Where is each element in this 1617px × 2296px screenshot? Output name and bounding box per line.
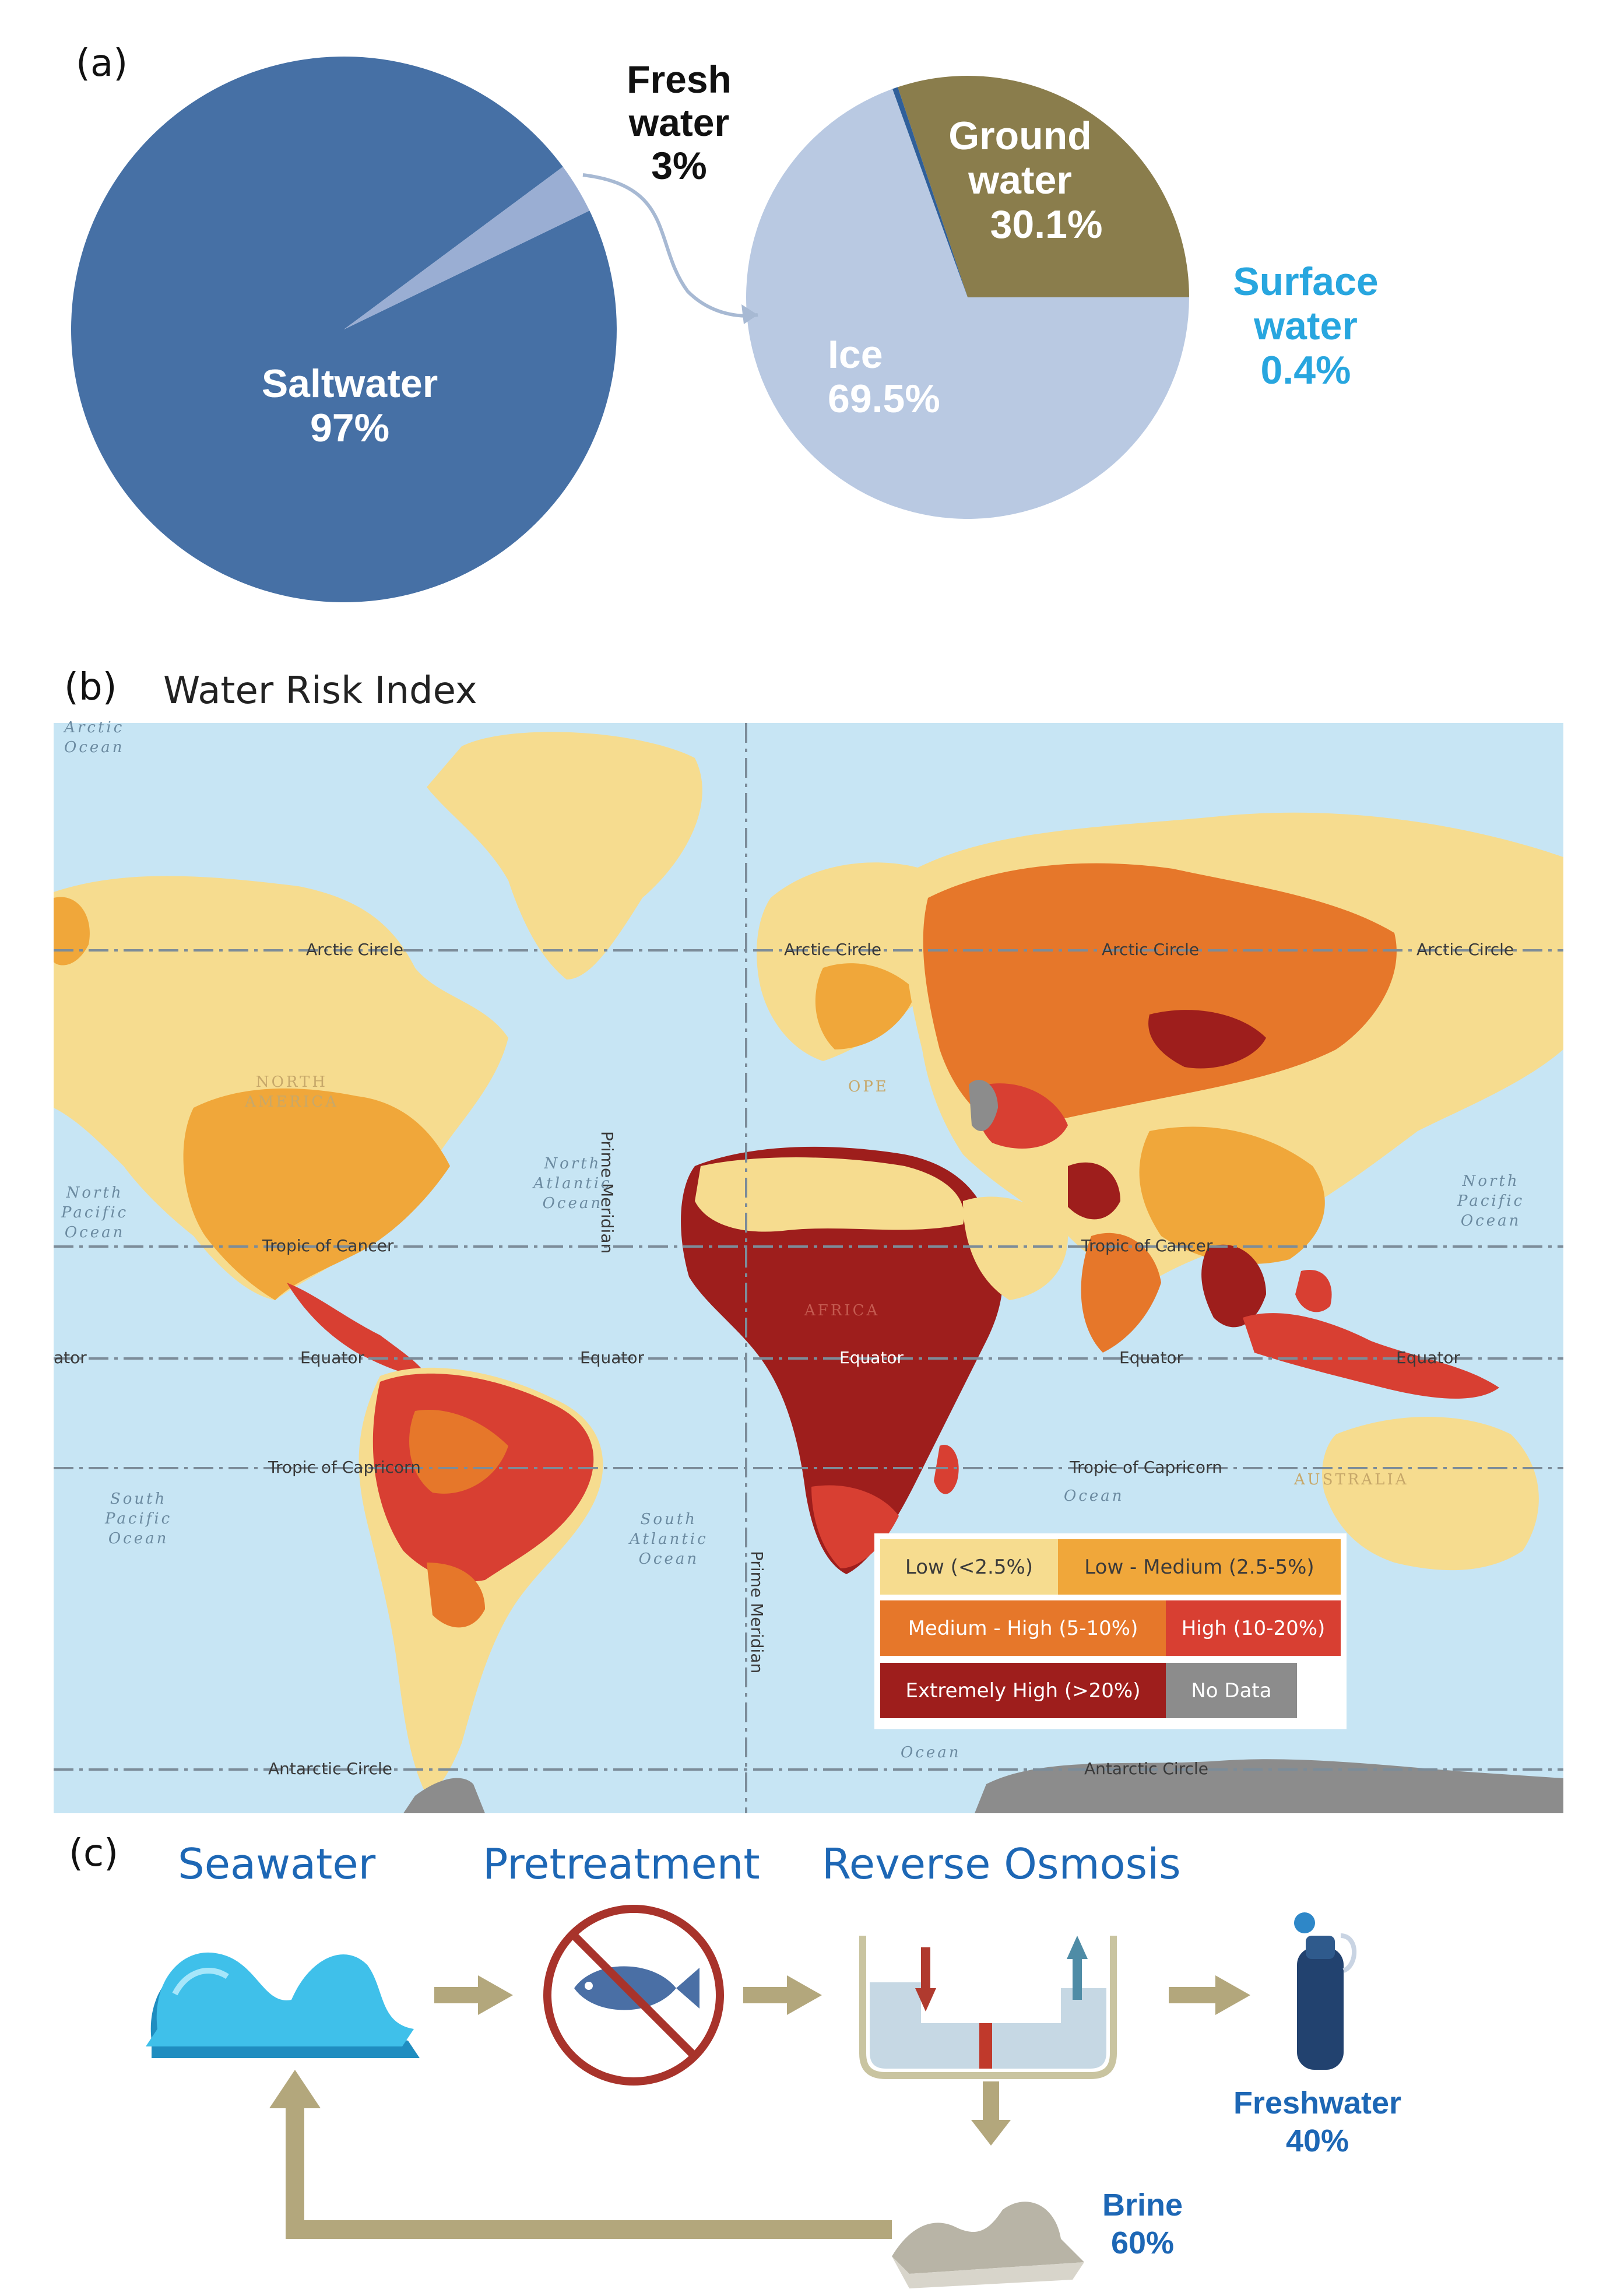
australia xyxy=(1322,1417,1539,1571)
saltwater-label: Saltwater 97% xyxy=(239,361,461,450)
tropic-capricorn-label-2: Tropic of Capricorn xyxy=(1070,1458,1222,1477)
arctic-circle-label-3: Arctic Circle xyxy=(1102,940,1200,959)
tropic-cancer-label-2: Tropic of Cancer xyxy=(1081,1236,1213,1255)
ro-membrane-icon xyxy=(859,1936,1117,2079)
freshwater-output-label: Freshwater 40% xyxy=(1230,2084,1405,2160)
ground-water-line1: Ground xyxy=(948,114,1092,158)
legend-low-medium: Low - Medium (2.5-5%) xyxy=(1058,1539,1341,1595)
brine-output-value: 60% xyxy=(1110,2225,1175,2260)
prohibit-fish-icon xyxy=(543,1905,724,2086)
water-distribution-charts xyxy=(71,56,1189,602)
panel-a-label: (a) xyxy=(76,42,128,85)
brine-icon xyxy=(892,2202,1084,2288)
saltwater-name: Saltwater xyxy=(261,361,438,406)
south-pacific-label: South Pacific Ocean xyxy=(105,1490,173,1547)
north-atlantic-label: North Atlantic Ocean xyxy=(533,1155,612,1212)
connector-arrow xyxy=(582,173,758,318)
europe-label: OPE xyxy=(848,1078,889,1096)
water-bottle-icon xyxy=(1294,1912,1357,2070)
ground-water-line2: water xyxy=(968,158,1072,203)
saltwater-value: 97% xyxy=(310,406,390,451)
arctic-circle-label-4: Arctic Circle xyxy=(1416,940,1514,959)
caspian-no-data xyxy=(969,1080,998,1131)
equator-label-5: Equator xyxy=(1396,1348,1460,1367)
antarctic-circle-label-2: Antarctic Circle xyxy=(1084,1759,1209,1778)
ice-name: Ice xyxy=(828,332,883,377)
water-risk-map xyxy=(54,723,1563,1813)
legend-medium-high: Medium - High (5-10%) xyxy=(880,1600,1166,1656)
tropic-cancer-label-1: Tropic of Cancer xyxy=(262,1236,394,1255)
arabia xyxy=(963,1196,1068,1300)
ice-value: 69.5% xyxy=(828,377,940,422)
south-atlantic-label: South Atlantic Ocean xyxy=(630,1511,708,1568)
indian-ocean-label: Ocean xyxy=(1064,1487,1124,1505)
legend-extremely-high: Extremely High (>20%) xyxy=(880,1663,1166,1718)
reference-lines xyxy=(54,723,1563,1813)
panel-c-label: (c) xyxy=(69,1832,119,1875)
surface-water-line1: Surface xyxy=(1233,259,1379,304)
brine-output-name: Brine xyxy=(1102,2188,1183,2223)
prime-meridian-label-2: Prime Meridian xyxy=(747,1551,767,1674)
pie-slice-ground-water xyxy=(898,75,1189,297)
africa-label: AFRICA xyxy=(804,1302,880,1319)
north-pacific-right-label: North Pacific Ocean xyxy=(1457,1172,1525,1230)
equator-label-partial: ator xyxy=(54,1348,87,1367)
freshwater-output-value: 40% xyxy=(1285,2123,1349,2158)
desalination-process-diagram xyxy=(146,1905,1357,2288)
central-asia-extreme xyxy=(1148,1010,1266,1069)
surface-water-label: Surface water 0.4% xyxy=(1218,259,1393,392)
surface-water-line2: water xyxy=(1254,304,1358,349)
antarctic-circle-label-1: Antarctic Circle xyxy=(268,1759,393,1778)
pretreatment-title: Pretreatment xyxy=(483,1839,760,1888)
map-legend: Low (<2.5%) Low - Medium (2.5-5%) Medium… xyxy=(874,1533,1347,1729)
legend-no-data: No Data xyxy=(1166,1663,1297,1718)
africa xyxy=(681,1146,1003,1574)
freshwater-output-name: Freshwater xyxy=(1233,2086,1402,2121)
surface-water-value: 0.4% xyxy=(1260,348,1351,393)
pie-slice-ice xyxy=(746,89,1189,519)
freshwater-name-line1: Fresh xyxy=(627,58,732,101)
ground-water-value: 30.1% xyxy=(990,202,1103,247)
process-arrows xyxy=(269,1975,1250,2239)
antarctica xyxy=(975,1759,1563,1813)
tropic-capricorn-label-1: Tropic of Capricorn xyxy=(268,1458,421,1477)
arctic-circle-label-2: Arctic Circle xyxy=(784,940,882,959)
equator-label-3: Equator xyxy=(839,1348,904,1367)
freshwater-label: Fresh water 3% xyxy=(600,58,758,188)
ice-label: Ice 69.5% xyxy=(828,332,979,421)
freshwater-name-line2: water xyxy=(628,100,730,144)
greenland xyxy=(427,732,702,980)
equator-label-1: Equator xyxy=(300,1348,364,1367)
equator-label-4: Equator xyxy=(1119,1348,1183,1367)
australia-label: AUSTRALIA xyxy=(1294,1471,1409,1488)
brine-output-label: Brine 60% xyxy=(1078,2186,1207,2262)
panel-b-label: (b) xyxy=(64,666,117,709)
seawater-title: Seawater xyxy=(178,1839,376,1888)
north-pacific-left-label: North Pacific Ocean xyxy=(61,1184,129,1241)
wave-icon xyxy=(146,1952,420,2058)
central-america xyxy=(287,1283,427,1376)
freshwater-value: 3% xyxy=(651,143,707,187)
indonesia xyxy=(1243,1313,1499,1399)
connector-arrowhead xyxy=(741,304,758,324)
arctic-ocean-label: Arctic Ocean xyxy=(64,719,125,756)
pie-slice-freshwater xyxy=(344,166,590,329)
legend-high: High (10-20%) xyxy=(1166,1600,1341,1656)
reverse-osmosis-title: Reverse Osmosis xyxy=(822,1839,1181,1888)
southern-ocean-label: Ocean xyxy=(901,1744,961,1761)
ground-water-label: Ground water 30.1% xyxy=(909,114,1131,247)
pie-slice-surface-water xyxy=(892,87,968,297)
equator-label-2: Equator xyxy=(580,1348,644,1367)
legend-low: Low (<2.5%) xyxy=(880,1539,1058,1595)
arctic-circle-label-1: Arctic Circle xyxy=(306,940,404,959)
map-title: Water Risk Index xyxy=(163,669,477,712)
north-america-label: NORTH AMERICA xyxy=(245,1073,339,1111)
